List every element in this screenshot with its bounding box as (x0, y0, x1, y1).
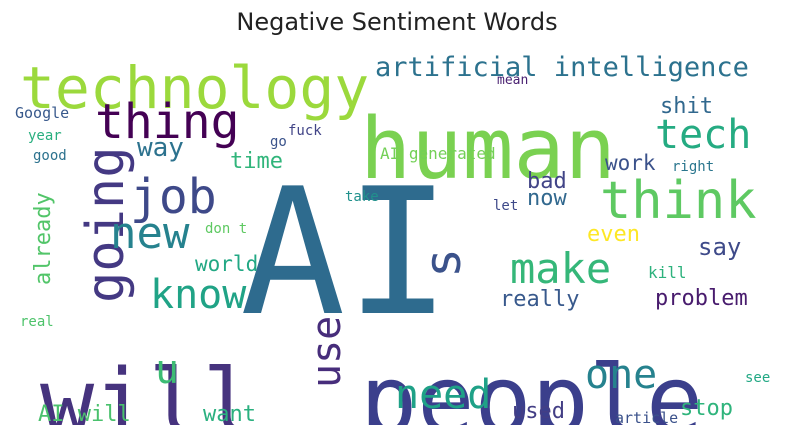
word-use: use (304, 316, 350, 388)
word-want: want (203, 402, 256, 425)
word-ai-will: AI will (38, 402, 131, 425)
word-used: used (512, 399, 565, 424)
word-go: go (270, 134, 287, 150)
word-need: need (395, 372, 491, 418)
word-let: let (493, 198, 518, 214)
word-tech: tech (655, 112, 751, 158)
word-will: will (40, 350, 257, 425)
word-real: real (20, 314, 54, 330)
word-take: take (345, 189, 379, 205)
word-year: year (28, 128, 62, 144)
word-ai: AI (240, 152, 451, 355)
word-technology: technology (20, 54, 369, 122)
word-fuck: fuck (288, 123, 322, 139)
word-make: make (510, 244, 611, 293)
word-even: even (587, 222, 640, 247)
word-u: u (155, 347, 179, 393)
word-artificial-intelligence: artificial intelligence (375, 52, 749, 83)
word-article: article (615, 409, 678, 425)
word-new: new (110, 208, 190, 259)
word-know: know (150, 272, 247, 318)
word-human: human (360, 100, 616, 199)
word-time: time (230, 149, 283, 174)
word-thing: thing (95, 94, 240, 150)
word-good: good (33, 148, 67, 164)
word-google: Google (15, 104, 69, 122)
word-world: world (195, 252, 258, 276)
word-really: really (500, 287, 579, 312)
chart-title: Negative Sentiment Words (236, 8, 558, 36)
word-job: job (130, 169, 217, 225)
word-shit: shit (660, 94, 713, 119)
word-think: think (600, 171, 757, 231)
word-s: s (414, 248, 472, 278)
word-ai-generated: AI generated (380, 144, 496, 163)
word-one: one (585, 352, 657, 398)
word-already: already (31, 192, 56, 285)
word-say: say (698, 233, 741, 261)
word-people: people (360, 346, 703, 425)
word-problem: problem (655, 286, 748, 311)
word-going: going (76, 146, 136, 303)
word-work: work (605, 151, 656, 175)
word-right: right (672, 159, 714, 175)
word-kill: kill (648, 263, 687, 282)
word-now: now (527, 186, 567, 211)
word-way: way (137, 133, 184, 163)
word-stop: stop (680, 396, 733, 421)
word-bad: bad (527, 169, 567, 194)
word-see: see (745, 370, 770, 386)
word-don-t: don t (205, 221, 247, 237)
word-mean: mean (497, 73, 528, 88)
